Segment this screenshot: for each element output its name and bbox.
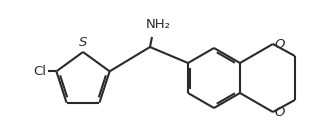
Text: Cl: Cl	[33, 65, 46, 78]
Text: O: O	[275, 106, 285, 118]
Text: S: S	[79, 36, 87, 50]
Text: NH₂: NH₂	[146, 18, 171, 32]
Text: O: O	[275, 38, 285, 50]
